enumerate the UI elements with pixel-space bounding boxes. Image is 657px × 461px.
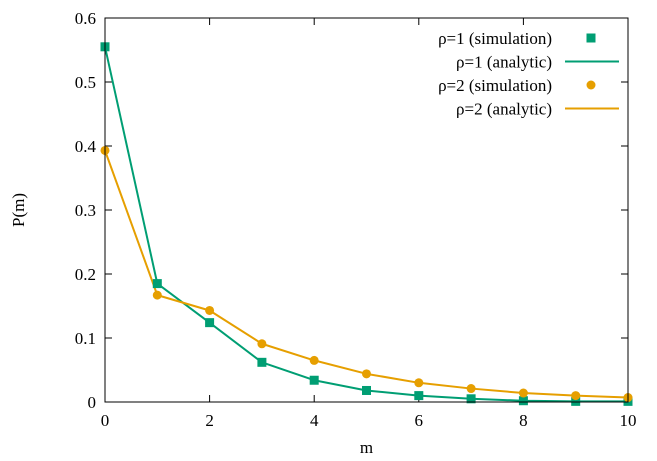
y-tick-label: 0.6 (75, 9, 96, 28)
x-tick-label: 4 (310, 411, 319, 430)
x-tick-label: 2 (205, 411, 214, 430)
series-1-point (152, 279, 162, 289)
series-1-point (466, 394, 476, 404)
y-tick-label: 0.5 (75, 73, 96, 92)
series-1-point (571, 396, 581, 406)
y-axis-label: P(m) (9, 193, 28, 227)
series-1-point (257, 357, 267, 367)
series-3-point (518, 388, 528, 398)
series-1-point (414, 391, 424, 401)
plot-frame (104, 17, 629, 403)
x-tick-label: 10 (620, 411, 637, 430)
series-3-point (362, 369, 371, 379)
x-tick-label: 8 (519, 411, 528, 430)
legend-label-1: ρ=1 (simulation) (438, 29, 552, 48)
legend-label-4: ρ=2 (analytic) (456, 100, 552, 119)
series-1-point (309, 375, 319, 385)
series-1-point (205, 318, 215, 328)
series-3-point (414, 378, 424, 388)
series-3-point (152, 290, 162, 300)
legend-label-2: ρ=1 (analytic) (456, 53, 552, 72)
series-3-point (205, 305, 215, 315)
series-3-point (571, 391, 581, 401)
series-line-4 (104, 150, 629, 399)
x-tick-labels: 0 2 4 6 8 10 (101, 411, 637, 430)
series-1-point (518, 396, 528, 406)
x-axis-label: m (360, 438, 373, 457)
y-tick-label: 0.1 (75, 329, 96, 348)
legend-label-3: ρ=2 (simulation) (438, 76, 552, 95)
legend-swatch-1 (586, 33, 596, 43)
x-tick-label: 6 (415, 411, 424, 430)
x-tick-label: 0 (101, 411, 110, 430)
plot-series (100, 42, 633, 406)
series-1-point (362, 385, 371, 395)
y-tick-label: 0.2 (75, 265, 96, 284)
series-3-point (257, 339, 267, 349)
legend: ρ=1 (simulation) ρ=1 (analytic) ρ=2 (simul… (438, 29, 619, 119)
y-tick-labels: 0 0.1 0.2 0.3 0.4 0.5 0.6 (75, 9, 97, 412)
y-tick-label: 0.4 (75, 137, 97, 156)
series-3-point (466, 384, 476, 394)
series-3-point (309, 355, 319, 365)
y-tick-label: 0 (88, 393, 97, 412)
y-tick-label: 0.3 (75, 201, 96, 220)
legend-swatch-3 (586, 80, 596, 90)
